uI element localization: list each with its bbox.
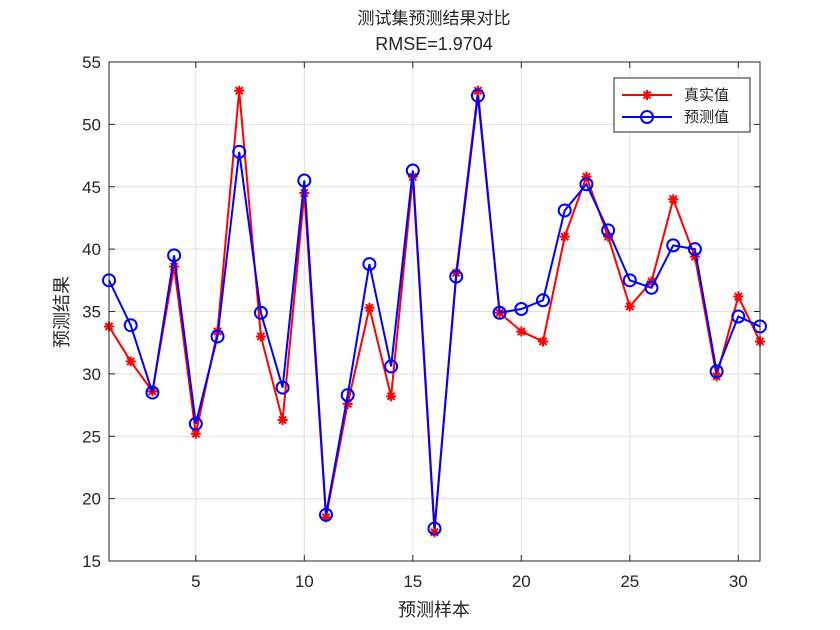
y-tick-label: 40 [82,240,101,259]
x-axis-label: 预测样本 [398,600,470,621]
asterisk-marker [429,527,440,538]
circle-marker [601,223,616,238]
circle-marker [384,359,399,374]
legend-box [613,77,751,133]
circle-marker [492,305,507,320]
legend: 真实值 预测值 [613,77,751,133]
chart-subtitle: RMSE=1.9704 [375,34,493,54]
circle-marker [536,293,550,308]
circle-marker [362,257,377,272]
asterisk-marker [255,331,266,342]
y-tick-label: 50 [82,115,101,134]
circle-marker [640,110,654,124]
circle-marker [253,305,268,320]
asterisk-marker [234,85,245,96]
series-line [108,95,761,529]
asterisk-marker [689,251,700,262]
circle-marker [319,507,333,522]
y-tick-label: 45 [82,178,101,197]
circle-marker [579,177,594,192]
circle-marker [427,521,442,536]
asterisk-marker [277,415,288,426]
asterisk-marker [472,85,483,96]
asterisk-marker [190,428,201,439]
x-tick-label: 10 [295,572,314,591]
asterisk-marker [581,171,592,182]
asterisk-marker [538,336,548,347]
legend-label-pred: 预测值 [684,108,729,126]
asterisk-marker [624,301,635,312]
y-tick-label: 55 [82,53,101,72]
circle-marker [275,380,290,395]
y-tick-label: 25 [82,427,101,446]
y-tick-label: 35 [82,303,101,322]
circle-marker [666,238,681,253]
circle-marker [123,318,138,333]
circle-marker [405,163,420,178]
x-tick-label: 15 [403,572,422,591]
y-tick-label: 15 [82,552,101,571]
asterisk-marker [125,356,136,367]
circle-marker [470,88,485,103]
circle-marker [514,302,529,317]
asterisk-marker [169,261,180,272]
legend-label-real: 真实值 [684,86,729,104]
x-tick-label: 30 [729,572,748,591]
circle-marker [709,364,724,379]
circle-marker [210,329,225,344]
circle-marker [622,273,637,288]
asterisk-marker [342,398,353,409]
circle-marker [687,242,702,257]
circle-marker [145,385,160,400]
circle-marker [232,144,247,159]
grid [109,62,760,561]
y-tick-label: 20 [82,490,101,509]
circle-marker [297,173,312,188]
asterisk-marker [668,194,679,205]
circle-marker [188,416,203,431]
circle-marker [644,280,659,295]
chart-title: 测试集预测结果对比 [358,9,511,29]
asterisk-marker [559,231,570,242]
asterisk-marker [516,326,527,337]
asterisk-marker [642,90,652,100]
circle-marker [557,203,572,218]
asterisk-marker [733,291,744,302]
circle-marker [167,248,182,263]
asterisk-marker [364,302,375,313]
x-tick-label: 5 [191,572,200,591]
asterisk-marker [386,391,397,402]
x-tick-label: 25 [620,572,639,591]
circle-marker [340,388,355,403]
y-axis-label: 预测结果 [52,276,73,348]
asterisk-marker [321,512,331,523]
circle-marker [449,269,464,284]
legend-marker-pred [640,110,654,124]
circle-marker [731,309,746,324]
asterisk-marker [711,371,722,382]
x-tick-label: 20 [512,572,531,591]
y-tick-label: 30 [82,365,101,384]
legend-marker-real [642,90,652,100]
